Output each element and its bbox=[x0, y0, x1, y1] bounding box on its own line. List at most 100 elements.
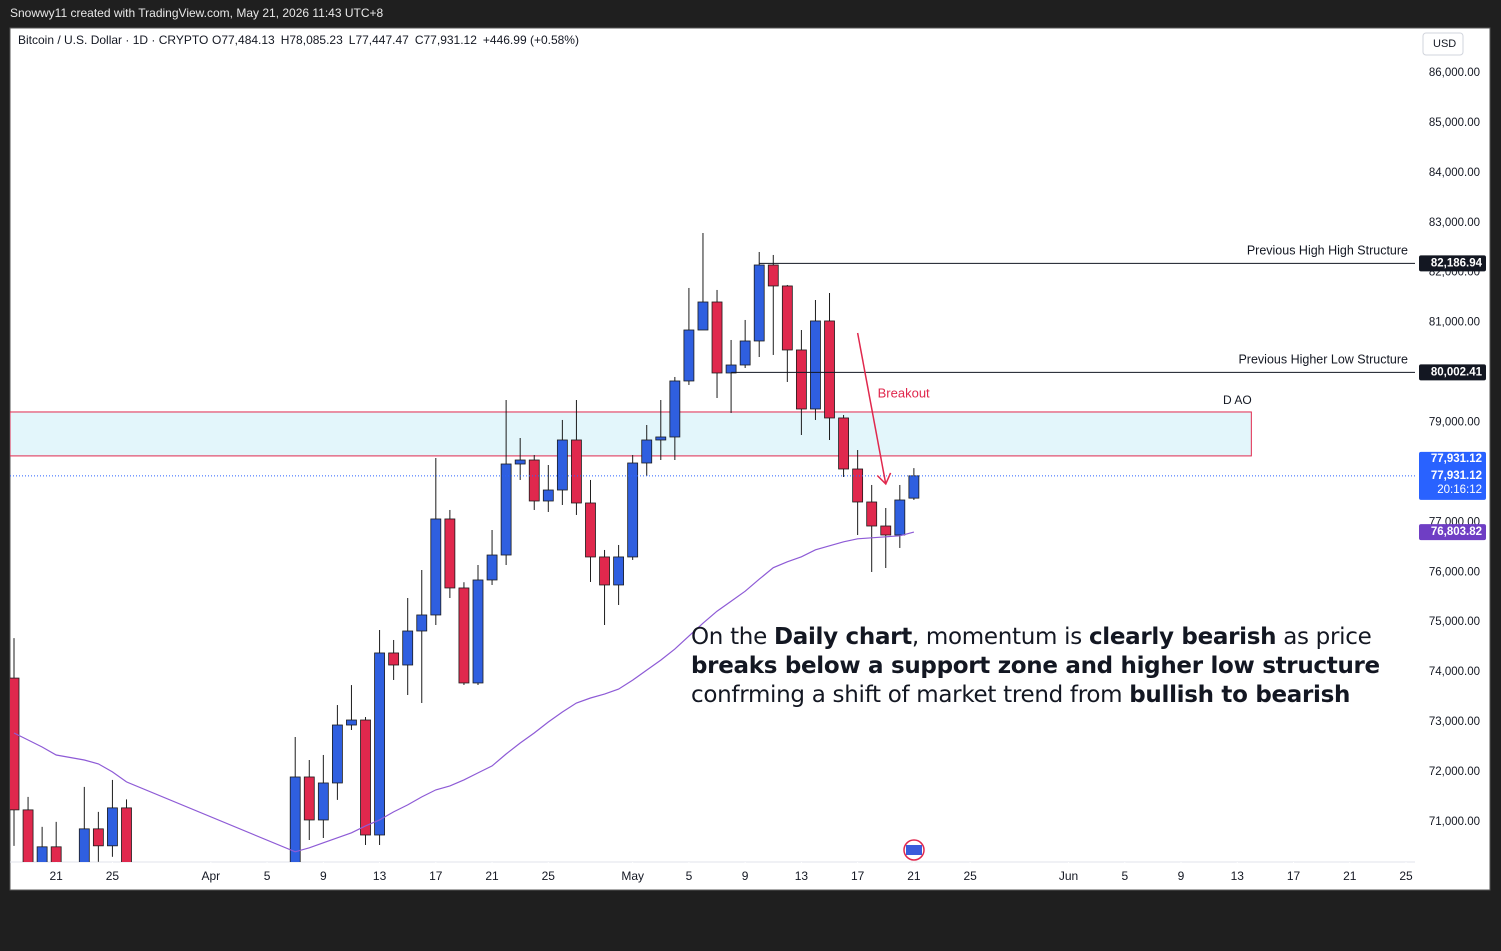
level-price-tag bbox=[1419, 364, 1486, 381]
candle-body bbox=[838, 417, 849, 470]
candle-body bbox=[613, 556, 625, 586]
currency-button[interactable] bbox=[1422, 32, 1464, 56]
candle-body bbox=[346, 719, 357, 726]
y-tick-label: 72,000.00 bbox=[1429, 766, 1480, 778]
candle-body bbox=[289, 776, 301, 862]
candle-body bbox=[880, 525, 892, 536]
level-price-label: 80,002.41 bbox=[1431, 366, 1483, 378]
y-tick-label: 85,000.00 bbox=[1429, 117, 1480, 129]
candle-body bbox=[852, 468, 864, 503]
x-tick-label: 9 bbox=[742, 869, 749, 883]
y-tick-label: 86,000.00 bbox=[1429, 67, 1480, 79]
level-price-tag bbox=[1419, 255, 1486, 272]
arrow-label: Breakout bbox=[878, 385, 930, 400]
note-run: , momentum is bbox=[911, 624, 1089, 650]
ma-price-tag bbox=[1419, 524, 1486, 541]
note-run: bullish to bearish bbox=[1129, 682, 1351, 708]
candle-body bbox=[402, 630, 414, 666]
candle-body bbox=[458, 587, 470, 684]
moving-average bbox=[13, 531, 915, 853]
x-tick-label: 25 bbox=[963, 869, 977, 883]
candle-body bbox=[36, 846, 48, 862]
level-price-label: 82,186.94 bbox=[1431, 257, 1483, 269]
candle-body bbox=[78, 828, 90, 862]
x-tick-label: Apr bbox=[202, 869, 221, 883]
zone bbox=[10, 411, 1252, 457]
candle-body bbox=[824, 320, 835, 419]
x-tick-label: 5 bbox=[686, 869, 693, 883]
y-tick-label: 75,000.00 bbox=[1429, 616, 1480, 628]
ma-price-label: 76,803.82 bbox=[1431, 526, 1482, 538]
x-tick-label: 21 bbox=[1343, 869, 1357, 883]
currency[interactable]: USD bbox=[1433, 38, 1456, 50]
candle-body bbox=[585, 502, 596, 558]
candle-body bbox=[795, 349, 807, 410]
countdown: 20:16:12 bbox=[1437, 484, 1482, 496]
candle-body bbox=[753, 264, 765, 342]
candle-body bbox=[627, 462, 639, 558]
candle-body bbox=[416, 614, 428, 632]
candle-body bbox=[641, 439, 653, 464]
candle-body bbox=[908, 475, 920, 499]
candle-body bbox=[866, 501, 878, 527]
y-tick-label: 81,000.00 bbox=[1429, 317, 1480, 329]
x-tick-label: 25 bbox=[1399, 869, 1413, 883]
candle-body bbox=[317, 782, 329, 821]
candle-body bbox=[486, 554, 498, 581]
candle-body bbox=[514, 459, 526, 465]
annotation-note: On the Daily chart, momentum is clearly … bbox=[691, 623, 1403, 710]
candle-body bbox=[500, 463, 512, 556]
y-tick-label: 73,000.00 bbox=[1429, 716, 1480, 728]
x-tick-label: 9 bbox=[1178, 869, 1185, 883]
candle-body bbox=[92, 828, 104, 847]
note-run: On the bbox=[691, 624, 774, 650]
x-tick-label: 9 bbox=[320, 869, 327, 883]
candle-body bbox=[711, 301, 723, 374]
x-tick-label: 17 bbox=[429, 869, 443, 883]
candle-body bbox=[556, 439, 568, 491]
candle-body bbox=[894, 499, 906, 536]
note-run: breaks below a support zone and higher l… bbox=[691, 653, 1380, 679]
x-tick-label: Jun bbox=[1059, 869, 1078, 883]
candle-body bbox=[810, 320, 821, 410]
candle-body bbox=[781, 285, 793, 351]
candle-body bbox=[121, 807, 132, 862]
x-tick-label: 21 bbox=[50, 869, 64, 883]
x-tick-label: 5 bbox=[264, 869, 271, 883]
note-run: as price bbox=[1276, 624, 1372, 650]
attribution: Snowwy11 created with TradingView.com, M… bbox=[10, 6, 384, 20]
zone-label: D AO bbox=[1223, 393, 1252, 407]
ohlc-value: C77,931.12 bbox=[415, 33, 477, 47]
current-price-tag bbox=[1419, 451, 1486, 500]
level-label: Previous Higher Low Structure bbox=[1238, 353, 1408, 367]
candle-body bbox=[444, 518, 456, 589]
ohlc-value: +446.99 (+0.58%) bbox=[483, 33, 579, 47]
note-run: clearly bearish bbox=[1088, 624, 1277, 650]
y-tick-label: 76,000.00 bbox=[1429, 566, 1480, 578]
candle-body bbox=[107, 807, 118, 847]
chart-frame bbox=[9, 27, 1491, 891]
current-price-label: 77,931.12 bbox=[1431, 470, 1482, 482]
candle-body bbox=[725, 364, 737, 374]
x-tick-label: 25 bbox=[106, 869, 120, 883]
plot-area bbox=[10, 232, 1252, 862]
candle-body bbox=[542, 489, 554, 502]
ohlc-value: H78,085.23 bbox=[281, 33, 343, 47]
candle-body bbox=[655, 436, 667, 441]
y-tick-label: 83,000.00 bbox=[1429, 217, 1480, 229]
candle-body bbox=[683, 329, 695, 382]
current-price-label: 77,931.12 bbox=[1431, 453, 1482, 465]
candle-body bbox=[669, 380, 681, 438]
x-tick-label: 13 bbox=[795, 869, 809, 883]
x-tick-label: 17 bbox=[851, 869, 865, 883]
candle-body bbox=[599, 556, 610, 586]
candle-body bbox=[22, 809, 34, 862]
arrow-line bbox=[856, 332, 887, 485]
ohlc-value: O77,484.13 bbox=[212, 33, 275, 47]
candle-body bbox=[528, 459, 540, 502]
note-run: confrming a shift of market trend from bbox=[691, 682, 1130, 708]
candle-body bbox=[331, 724, 343, 784]
candle-body bbox=[430, 518, 442, 616]
